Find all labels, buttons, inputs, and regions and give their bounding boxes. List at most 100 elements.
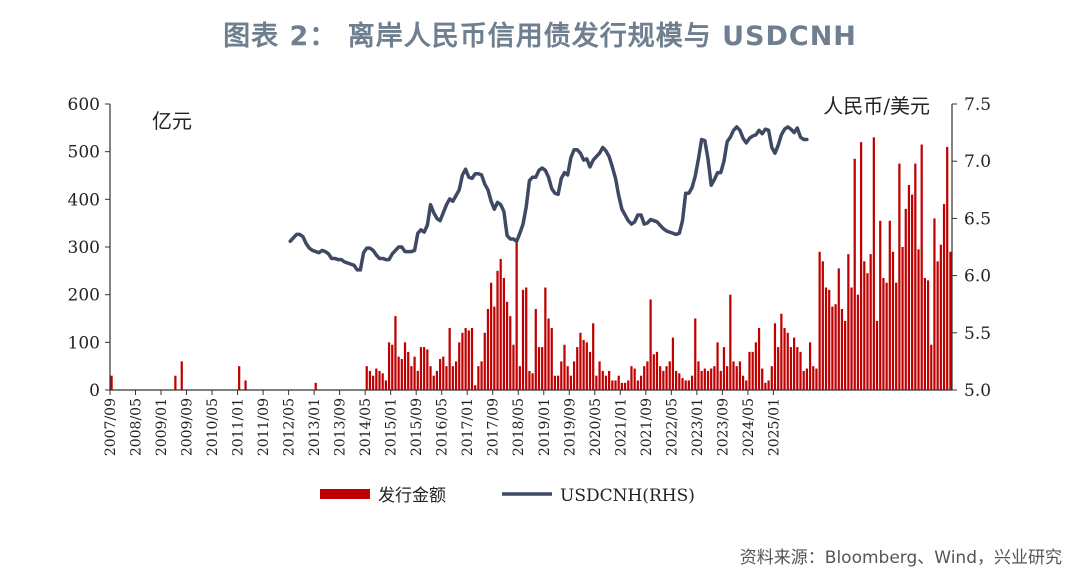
- bar: [531, 373, 534, 390]
- bar: [461, 332, 464, 390]
- bar: [464, 328, 467, 390]
- bar: [474, 385, 477, 390]
- left-y-tick-label: 200: [68, 286, 100, 306]
- bar: [467, 330, 470, 390]
- bar: [601, 370, 604, 390]
- bar: [726, 366, 729, 390]
- left-axis-unit: 亿元: [152, 109, 192, 133]
- bar: [741, 375, 745, 390]
- axes-layer: 0 100 200 300 400 500 600 5.0 5.5 6.0 6.5 7.0 7.5 200…: [68, 95, 992, 456]
- bar: [470, 328, 474, 390]
- x-tick-label: 2019/09: [562, 398, 578, 456]
- bar: [563, 344, 566, 390]
- bar: [907, 185, 911, 390]
- bar: [588, 351, 592, 390]
- bar: [872, 137, 875, 390]
- right-y-tick-label: 7.0: [964, 152, 991, 172]
- bar: [381, 373, 384, 390]
- usdcnh-line: [288, 125, 809, 272]
- bar: [537, 347, 541, 390]
- bar: [556, 375, 560, 390]
- left-y-tick-label: 600: [68, 95, 100, 115]
- bar: [598, 361, 601, 390]
- bar: [608, 370, 611, 390]
- bar: [611, 380, 614, 390]
- x-tick-label: 2024/05: [741, 398, 757, 456]
- bar: [863, 261, 866, 390]
- bar: [799, 351, 802, 390]
- chart-title: 图表 2： 离岸人民币信用债发行规模与 USDCNH: [223, 21, 857, 52]
- bar: [493, 306, 496, 390]
- bar: [700, 370, 703, 390]
- bar: [572, 361, 576, 390]
- left-y-tick-label: 100: [68, 333, 100, 353]
- bar: [879, 220, 882, 390]
- bar: [942, 204, 946, 390]
- bar: [180, 361, 183, 390]
- bar: [477, 366, 480, 390]
- bar: [646, 361, 649, 390]
- bar: [623, 382, 627, 390]
- bar: [697, 361, 700, 390]
- x-tick-label: 2013/01: [307, 398, 323, 456]
- bar: [805, 368, 808, 390]
- bar: [547, 318, 550, 390]
- bar: [435, 370, 439, 390]
- bar: [713, 366, 716, 390]
- bar: [684, 380, 687, 390]
- bar: [710, 368, 713, 390]
- bar: [512, 344, 515, 390]
- bar: [620, 382, 624, 390]
- bar: [659, 366, 662, 390]
- bar: [751, 351, 754, 390]
- bar: [521, 289, 525, 390]
- bar: [729, 294, 732, 390]
- bar: [675, 370, 678, 390]
- bar: [828, 289, 831, 390]
- bar: [840, 308, 844, 390]
- bar: [378, 370, 381, 390]
- bar: [665, 366, 668, 390]
- bar: [630, 366, 633, 390]
- source-note: 资料来源：Bloomberg、Wind，兴业研究: [739, 548, 1062, 568]
- bar: [617, 375, 620, 390]
- bar: [949, 251, 952, 390]
- bar: [407, 351, 410, 390]
- bar: [509, 316, 512, 390]
- bar: [885, 282, 888, 390]
- bar: [518, 366, 521, 390]
- bar: [770, 366, 773, 390]
- bar: [643, 366, 646, 390]
- bar: [544, 287, 547, 390]
- bar: [480, 361, 483, 390]
- bar: [831, 306, 834, 390]
- bar: [748, 351, 751, 390]
- bar: [662, 370, 665, 390]
- right-y-tick-label: 6.0: [964, 267, 991, 287]
- x-tick-label: 2023/01: [690, 398, 706, 456]
- bar: [110, 375, 113, 390]
- bar: [639, 375, 643, 390]
- bar: [429, 366, 432, 390]
- bar: [719, 370, 722, 390]
- bar: [706, 370, 710, 390]
- x-tick-label: 2014/05: [358, 398, 374, 456]
- bar: [595, 375, 598, 390]
- bar: [397, 356, 400, 390]
- bar: [793, 337, 796, 390]
- bar: [649, 299, 652, 390]
- bar: [834, 304, 837, 390]
- bar: [391, 344, 394, 390]
- bar: [652, 354, 655, 390]
- bar: [671, 337, 675, 390]
- bar: [426, 349, 429, 390]
- bar: [866, 273, 869, 390]
- bar: [550, 328, 553, 390]
- bar: [687, 380, 690, 390]
- right-y-tick-label: 6.5: [964, 209, 991, 229]
- left-y-tick-label: 300: [68, 238, 100, 258]
- x-tick-label: 2018/05: [511, 398, 527, 456]
- bar: [914, 163, 917, 390]
- bar: [911, 194, 914, 390]
